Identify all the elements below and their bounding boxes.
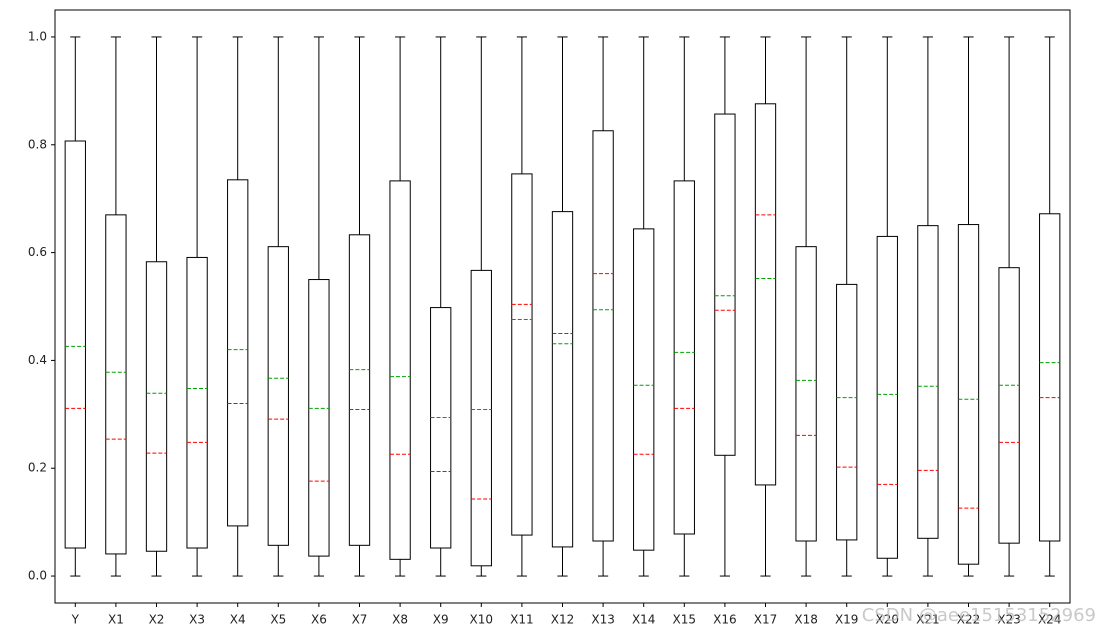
- x-tick-label: X12: [551, 613, 575, 627]
- box: [348, 234, 371, 546]
- box: [876, 235, 898, 559]
- box: [592, 130, 614, 542]
- x-tick-label: X2: [149, 613, 165, 627]
- box: [64, 140, 86, 549]
- x-tick-label: X8: [392, 613, 408, 627]
- y-tick-label: 0.6: [28, 245, 47, 259]
- box: [551, 211, 574, 548]
- box: [430, 307, 452, 549]
- box: [795, 246, 817, 542]
- x-tick-label: X24: [1038, 613, 1062, 627]
- box: [308, 279, 330, 557]
- x-tick-label: X6: [311, 613, 327, 627]
- x-tick-label: X10: [470, 613, 494, 627]
- x-tick-label: Y: [71, 613, 80, 627]
- box: [105, 214, 127, 555]
- y-tick-label: 0.4: [28, 353, 47, 367]
- x-tick-label: X19: [835, 613, 859, 627]
- x-tick-label: X17: [754, 613, 778, 627]
- y-tick-label: 0.2: [28, 461, 47, 475]
- box: [714, 113, 736, 456]
- x-tick-label: X15: [673, 613, 697, 627]
- box: [267, 246, 289, 546]
- box: [754, 103, 777, 486]
- x-tick-label: X11: [510, 613, 534, 627]
- box: [389, 180, 411, 560]
- box: [998, 267, 1020, 544]
- box: [633, 228, 655, 551]
- watermark: CSDN @aee15153152969: [862, 605, 1096, 626]
- x-tick-label: X20: [876, 613, 900, 627]
- x-tick-label: X1: [108, 613, 124, 627]
- box: [511, 173, 533, 536]
- box: [957, 224, 980, 565]
- box: [145, 261, 168, 552]
- y-tick-label: 0.8: [28, 137, 47, 151]
- box: [917, 225, 939, 539]
- x-tick-label: X18: [794, 613, 818, 627]
- x-tick-label: X3: [189, 613, 205, 627]
- box: [836, 283, 858, 541]
- x-tick-label: X22: [957, 613, 981, 627]
- x-tick-label: X13: [591, 613, 615, 627]
- box: [186, 256, 208, 549]
- y-tick-label: 1.0: [28, 29, 47, 43]
- box: [1039, 213, 1061, 542]
- box: [470, 269, 492, 567]
- box: [227, 179, 249, 527]
- x-tick-label: X14: [632, 613, 656, 627]
- x-tick-label: X21: [916, 613, 940, 627]
- x-tick-label: X4: [230, 613, 246, 627]
- x-tick-label: X16: [713, 613, 737, 627]
- x-tick-label: X7: [352, 613, 368, 627]
- x-tick-label: X9: [433, 613, 449, 627]
- x-tick-label: X23: [997, 613, 1021, 627]
- x-tick-label: X5: [270, 613, 286, 627]
- box: [673, 180, 695, 535]
- y-tick-label: 0.0: [28, 569, 47, 583]
